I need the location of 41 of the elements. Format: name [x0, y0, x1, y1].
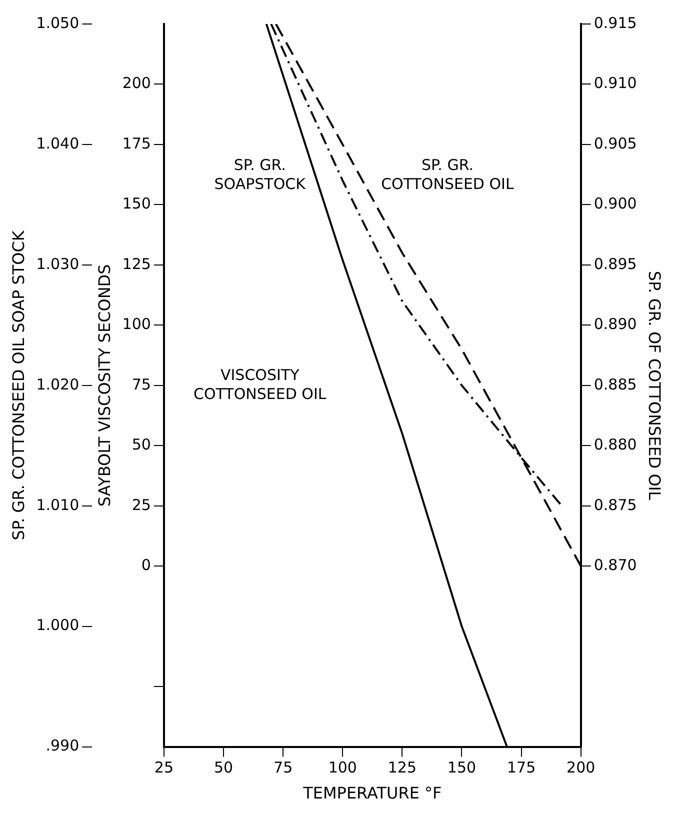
x-tick-label: 175 — [506, 758, 536, 777]
y3-tick-label: 0.895 — [594, 254, 637, 273]
x-tick-label: 100 — [328, 758, 357, 777]
annotation: VISCOSITY COTTONSEED OIL — [193, 366, 327, 403]
x-tick-label: 200 — [566, 758, 596, 777]
y2-tick-label: 1.010 — [36, 496, 80, 514]
y-tick-label: 175 — [122, 134, 151, 152]
y2-tick-label: 1.030 — [36, 254, 80, 273]
y3-tick-label: 0.875 — [594, 496, 637, 514]
y3-tick-label: 0.900 — [594, 194, 637, 213]
y3-axis-title: SP. GR. OF COTTONSEED OIL — [645, 270, 664, 500]
y-tick-label: 25 — [132, 496, 151, 514]
y-tick-label: 150 — [122, 194, 151, 213]
annotation: SP. GR. SOAPSTOCK — [214, 156, 307, 194]
y3-tick-label: 0.885 — [594, 375, 637, 394]
y3-tick-label: 0.910 — [594, 74, 637, 92]
x-tick-label: 75 — [274, 758, 293, 777]
y3-tick-label: 0.915 — [594, 14, 637, 32]
y-tick-label: 125 — [122, 254, 151, 273]
y2-tick-label: 1.000 — [36, 616, 80, 634]
x-tick-label: 125 — [388, 758, 417, 777]
y2-tick-label: 1.020 — [36, 375, 80, 394]
y-tick-label: 75 — [132, 375, 151, 394]
x-tick-label: 50 — [214, 758, 234, 777]
y3-tick-label: 0.905 — [594, 134, 637, 152]
y2-tick-label: .990 — [46, 736, 80, 755]
y-tick-label: 200 — [122, 74, 151, 92]
x-axis-title: TEMPERATURE °F — [302, 784, 442, 803]
y-axis-title: SAYBOLT VISCOSITY SECONDS — [94, 264, 114, 507]
x-tick-label: 25 — [154, 758, 174, 777]
y3-tick-label: 0.890 — [594, 315, 637, 334]
x-tick-label: 150 — [447, 758, 476, 777]
y-tick-label: 50 — [132, 436, 151, 454]
y-tick-label: 100 — [122, 315, 151, 334]
y2-axis-title: SP. GR. COTTONSEED OIL SOAP STOCK — [8, 230, 28, 540]
y-tick-label: 0 — [141, 556, 151, 574]
annotation: SP. GR. COTTONSEED OIL — [381, 156, 514, 194]
y3-tick-label: 0.870 — [594, 556, 637, 574]
y2-tick-label: 1.040 — [36, 134, 80, 152]
y3-tick-label: 0.880 — [594, 436, 637, 454]
y2-tick-label: 1.050 — [36, 14, 80, 32]
